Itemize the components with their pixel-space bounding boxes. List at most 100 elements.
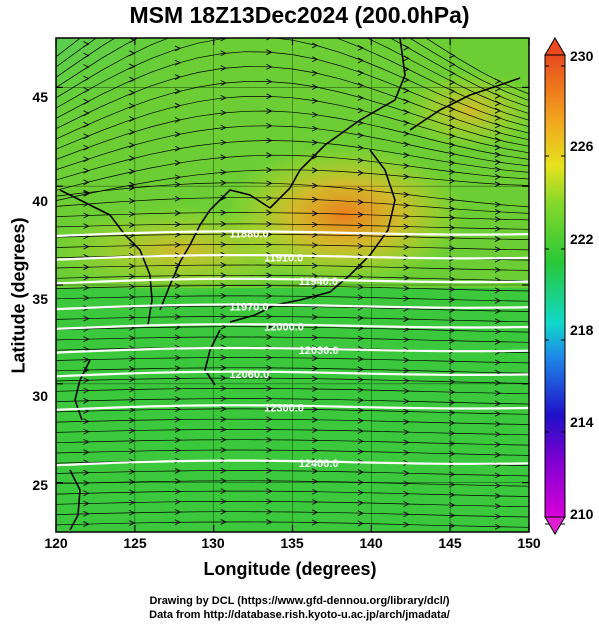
wind-arrow bbox=[403, 233, 410, 240]
wind-arrow bbox=[494, 287, 502, 294]
wind-arrow bbox=[129, 376, 136, 383]
wind-arrow bbox=[220, 241, 227, 248]
wind-arrow bbox=[83, 179, 90, 186]
wind-arrow bbox=[129, 50, 136, 57]
wind-arrow bbox=[220, 292, 227, 299]
wind-arrow bbox=[357, 132, 364, 139]
wind-arrow bbox=[449, 368, 456, 375]
wind-arrow bbox=[174, 313, 181, 320]
wind-arrow bbox=[220, 231, 227, 238]
wind-arrow bbox=[449, 389, 456, 396]
colorbar-tick-label: 222 bbox=[570, 231, 594, 247]
wind-arrow bbox=[129, 168, 136, 175]
wind-arrow bbox=[266, 122, 273, 129]
wind-arrow bbox=[494, 208, 502, 215]
wind-arrow bbox=[220, 508, 227, 515]
wind-arrow bbox=[83, 469, 90, 476]
x-tick-label: 145 bbox=[438, 535, 462, 551]
wind-arrow bbox=[449, 378, 456, 385]
wind-arrow bbox=[494, 137, 502, 143]
wind-arrow bbox=[266, 209, 273, 216]
colorbar bbox=[544, 37, 566, 535]
wind-arrow bbox=[403, 490, 410, 497]
wind-arrow bbox=[129, 25, 134, 30]
wind-arrow bbox=[449, 420, 456, 426]
wind-arrow bbox=[494, 225, 502, 232]
wind-arrow bbox=[449, 142, 456, 148]
wind-arrow bbox=[129, 184, 136, 191]
wind-arrow bbox=[357, 144, 364, 151]
wind-arrow bbox=[494, 431, 502, 438]
wind-arrow bbox=[357, 263, 364, 270]
wind-arrow bbox=[266, 365, 273, 371]
wind-arrow bbox=[220, 395, 227, 402]
colorbar-tick-label: 218 bbox=[570, 322, 594, 338]
wind-arrow bbox=[83, 521, 90, 527]
wind-arrow bbox=[220, 179, 227, 186]
wind-arrow bbox=[494, 173, 502, 180]
wind-arrow bbox=[311, 273, 319, 279]
colorbar-tick-label: 210 bbox=[570, 506, 594, 522]
wind-arrow bbox=[129, 198, 136, 204]
wind-arrow bbox=[174, 293, 181, 300]
wind-arrow bbox=[449, 224, 456, 231]
wind-arrow bbox=[311, 242, 319, 249]
wind-arrow bbox=[311, 111, 319, 118]
wind-arrow bbox=[266, 137, 273, 144]
wind-arrow bbox=[220, 447, 227, 453]
wind-arrow bbox=[311, 84, 319, 90]
wind-arrow bbox=[449, 133, 456, 139]
wind-arrow bbox=[403, 130, 410, 137]
wind-arrow bbox=[221, 21, 226, 26]
wind-arrow bbox=[357, 294, 364, 301]
wind-arrow bbox=[174, 160, 181, 166]
wind-arrow bbox=[403, 521, 410, 528]
wind-arrow bbox=[266, 63, 273, 70]
wind-arrow bbox=[266, 436, 273, 443]
height-contour bbox=[56, 323, 529, 330]
wind-arrow bbox=[403, 398, 410, 405]
wind-arrow bbox=[403, 98, 410, 105]
streamline bbox=[56, 154, 529, 191]
wind-arrow bbox=[220, 221, 227, 227]
wind-arrow bbox=[449, 97, 456, 104]
wind-arrow bbox=[494, 451, 502, 458]
wind-arrow bbox=[311, 437, 319, 444]
wind-arrow bbox=[83, 243, 90, 250]
wind-arrow bbox=[357, 356, 364, 362]
streamline bbox=[56, 125, 529, 171]
wind-arrow bbox=[174, 365, 181, 372]
wind-arrow bbox=[449, 481, 456, 488]
wind-arrow bbox=[266, 78, 273, 85]
wind-arrow bbox=[83, 510, 90, 517]
height-contour bbox=[56, 277, 529, 285]
wind-arrow bbox=[129, 468, 136, 475]
wind-arrow bbox=[174, 354, 181, 361]
wind-arrow bbox=[129, 489, 136, 496]
wind-arrow bbox=[129, 407, 136, 413]
wind-arrow bbox=[266, 395, 273, 402]
wind-arrow bbox=[83, 418, 90, 425]
wind-arrow bbox=[494, 100, 502, 107]
wind-arrow bbox=[220, 282, 227, 289]
wind-arrow bbox=[404, 24, 409, 29]
wind-arrow bbox=[220, 154, 227, 161]
wind-arrow bbox=[266, 334, 273, 340]
wind-arrow bbox=[494, 181, 502, 188]
wind-arrow bbox=[174, 509, 181, 515]
wind-arrow bbox=[174, 385, 181, 392]
wind-arrow bbox=[83, 41, 90, 47]
wind-arrow bbox=[449, 502, 456, 509]
wind-arrow bbox=[129, 509, 136, 516]
wind-arrow bbox=[220, 109, 227, 116]
wind-arrow bbox=[311, 196, 319, 203]
wind-arrow bbox=[221, 6, 226, 11]
wind-arrow bbox=[311, 365, 319, 372]
x-tick-label: 140 bbox=[359, 535, 383, 551]
wind-arrow bbox=[174, 221, 181, 228]
wind-arrow bbox=[449, 399, 456, 406]
wind-arrow bbox=[311, 488, 319, 495]
wind-arrow bbox=[449, 492, 456, 498]
wind-arrow bbox=[266, 231, 273, 238]
wind-arrow bbox=[403, 470, 410, 477]
